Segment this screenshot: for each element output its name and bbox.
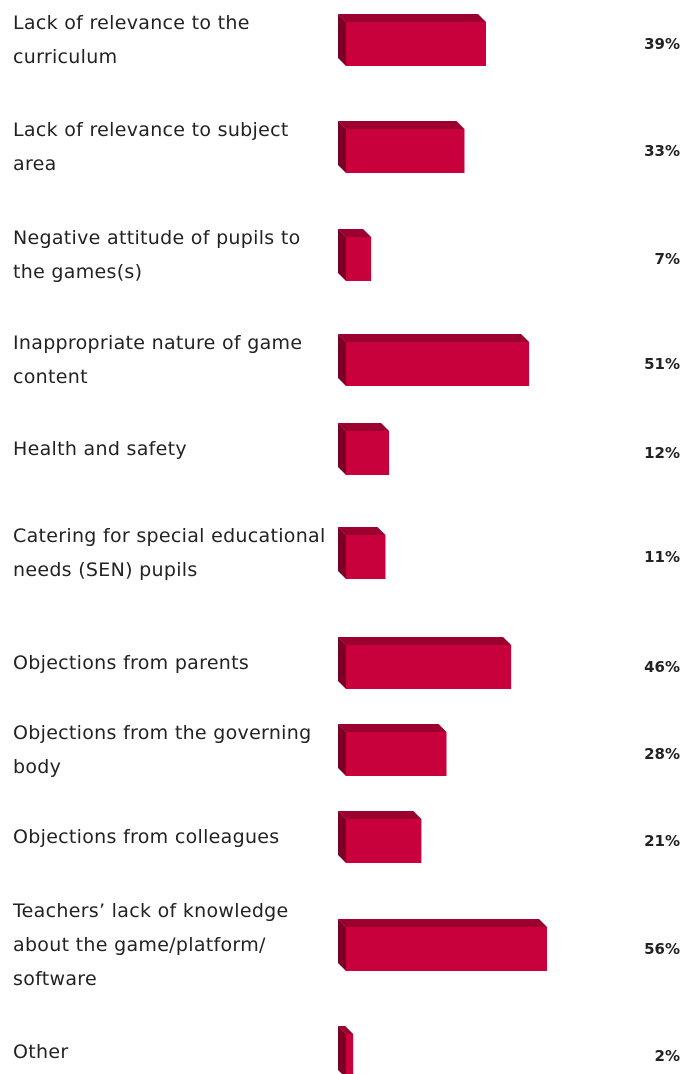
bar-front	[346, 535, 386, 579]
bar-front	[346, 129, 465, 173]
value-label: 28%	[644, 745, 680, 763]
value-label: 51%	[644, 355, 680, 373]
bar-side	[338, 724, 346, 776]
bar	[338, 14, 487, 66]
bar	[338, 1026, 354, 1074]
value-label: 33%	[644, 142, 680, 160]
category-label: Objections from parents	[13, 652, 250, 674]
value-label: 21%	[644, 832, 680, 850]
bar-side	[338, 637, 346, 689]
bar-top	[338, 724, 447, 732]
bar	[338, 121, 465, 173]
bar	[338, 811, 422, 863]
value-label: 46%	[644, 658, 680, 676]
bar-top	[338, 229, 372, 237]
bar-front	[346, 22, 487, 66]
category-label: Negative attitude of pupils to the games…	[13, 227, 301, 283]
bar-side	[338, 919, 346, 971]
bar-side	[338, 121, 346, 173]
value-label: 2%	[654, 1047, 680, 1065]
bar-top	[338, 919, 548, 927]
bar	[338, 229, 372, 281]
bar-front	[346, 431, 390, 475]
bar-front	[346, 237, 372, 281]
bar-side	[338, 423, 346, 475]
bar-side	[338, 229, 346, 281]
category-label: Health and safety	[13, 438, 187, 460]
category-label: Inappropriate nature of game content	[13, 332, 303, 388]
value-label: 39%	[644, 35, 680, 53]
category-label: Teachers’ lack of knowledge about the ga…	[13, 900, 289, 990]
bar	[338, 724, 447, 776]
bar-side	[338, 334, 346, 386]
bar-front	[346, 342, 530, 386]
value-label: 56%	[644, 940, 680, 958]
category-label: Lack of relevance to the curriculum	[13, 12, 250, 68]
bar-side	[338, 527, 346, 579]
bar-top	[338, 811, 422, 819]
category-label: Objections from colleagues	[13, 826, 280, 848]
bar-front	[346, 732, 447, 776]
category-label: Catering for special educational needs (…	[13, 525, 326, 581]
category-label: Objections from the governing body	[13, 722, 312, 778]
bar	[338, 919, 548, 971]
category-label: Other	[13, 1041, 69, 1063]
bar-top	[338, 14, 487, 22]
bar-top	[338, 527, 386, 535]
bar-front	[346, 645, 512, 689]
bar-front	[346, 1034, 354, 1074]
bar-top	[338, 121, 465, 129]
bar	[338, 423, 390, 475]
bar-front	[346, 819, 422, 863]
bar	[338, 527, 386, 579]
category-label: Lack of relevance to subject area	[13, 119, 289, 175]
bar-top	[338, 1026, 354, 1034]
value-label: 11%	[644, 548, 680, 566]
bar-top	[338, 423, 390, 431]
bar-side	[338, 1026, 346, 1074]
bar	[338, 334, 530, 386]
value-label: 7%	[654, 250, 680, 268]
bar-top	[338, 637, 512, 645]
bar	[338, 637, 512, 689]
bar-top	[338, 334, 530, 342]
bar-side	[338, 811, 346, 863]
value-label: 12%	[644, 444, 680, 462]
bar-side	[338, 14, 346, 66]
bar-front	[346, 927, 548, 971]
